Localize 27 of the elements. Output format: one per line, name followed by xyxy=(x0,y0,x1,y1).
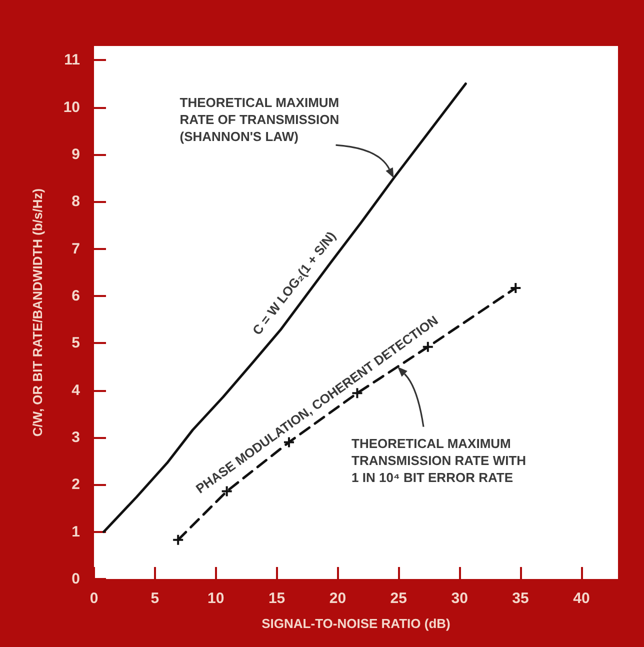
x-tick-label: 30 xyxy=(451,590,468,607)
y-tick-label: 4 xyxy=(72,382,81,399)
x-tick-label: 0 xyxy=(90,590,98,607)
x-tick-label: 5 xyxy=(150,590,160,607)
y-tick-label: 7 xyxy=(72,240,80,258)
y-axis-title: C/W, OR BIT RATE/BANDWIDTH (b/s/Hz) xyxy=(30,188,45,437)
y-tick-label: 10 xyxy=(63,98,80,116)
x-tick-label: 20 xyxy=(329,590,346,607)
y-tick-label: 1 xyxy=(72,523,80,540)
x-axis-title: SIGNAL-TO-NOISE RATIO (dB) xyxy=(262,616,450,631)
y-tick-label: 2 xyxy=(72,476,80,494)
y-tick-label: 5 xyxy=(72,334,80,352)
x-tick-label: 25 xyxy=(390,590,407,607)
y-tick-label: 11 xyxy=(64,52,80,69)
annotation: THEORETICAL MAXIMUM RATE OF TRANSMISSION (SHANNON'S LAW) xyxy=(180,95,340,144)
point xyxy=(510,282,521,293)
x-tick-label: 10 xyxy=(208,590,224,607)
y-tick-label: 8 xyxy=(72,193,80,210)
annotation: THEORETICAL MAXIMUM TRANSMISSION RATE WITH 1 IN 10⁴ BIT ERROR RATE xyxy=(352,436,526,485)
y-tick-label: 0 xyxy=(72,570,80,588)
y-tick-label: 6 xyxy=(72,287,80,304)
y-tick-label: 9 xyxy=(72,146,80,163)
y-tick-label: 3 xyxy=(72,428,80,446)
x-tick-label: 35 xyxy=(512,590,529,607)
x-tick-label: 15 xyxy=(268,590,286,607)
point xyxy=(173,534,184,545)
x-tick-label: 40 xyxy=(573,590,590,607)
